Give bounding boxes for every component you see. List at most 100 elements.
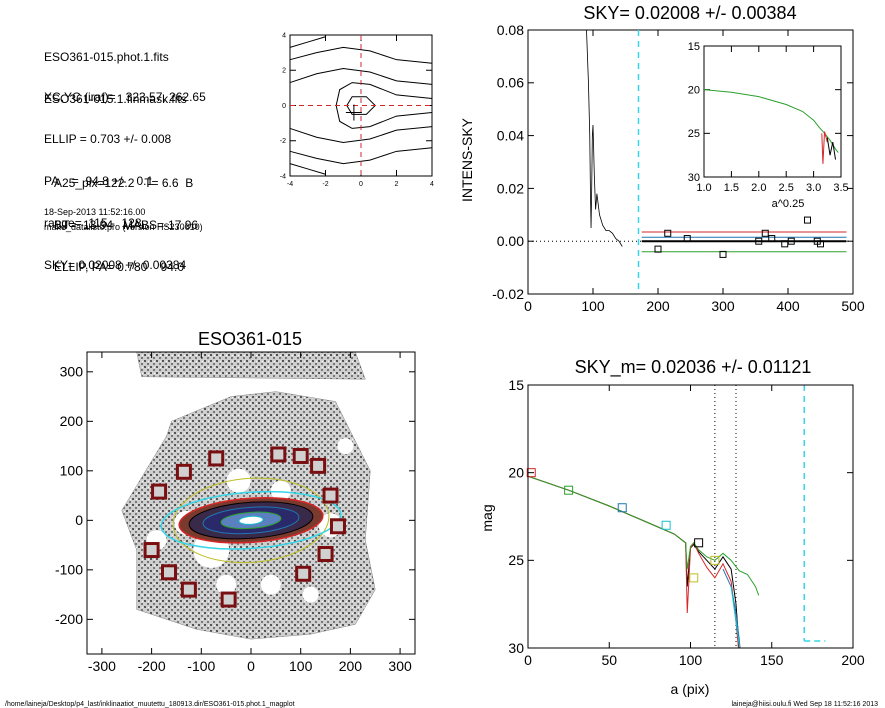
- sky-box: [322, 487, 339, 504]
- mag-series-line: [730, 586, 741, 648]
- sky-box: [151, 483, 168, 500]
- galaxy-axis-ytick-label: 300: [60, 364, 84, 380]
- contour-line: [289, 46, 433, 64]
- info-line: ELLIP = 0.703 +/- 0.008: [44, 132, 172, 146]
- inset-frame: [703, 45, 842, 178]
- inset-series-line: [703, 89, 839, 153]
- sky-box: [208, 450, 225, 467]
- info-line: ELLIP, PA= 0.780 94.0: [54, 260, 184, 274]
- info-filenames: ESO361-015.phot.1.fits ESO361-015.1.finm…: [44, 22, 187, 120]
- info-date: 18-Sep-2013 11:52:16.00: [44, 207, 146, 217]
- mag-profile-axis-ytick-label: 30: [508, 640, 524, 656]
- info-line: SKY= 0.02008 +/- 0.00384: [44, 258, 187, 272]
- contour-line: [335, 82, 433, 106]
- mag-profile-ylabel: mag: [479, 504, 495, 531]
- mag-profile-axis-ytick-label: 20: [508, 465, 524, 481]
- sky-point-square: [787, 237, 795, 245]
- contour-axis-xtick-label: 0: [359, 181, 363, 188]
- sky-profile-axis-xtick-label: 100: [581, 298, 605, 314]
- galaxy-axis-xtick-label: 200: [339, 658, 363, 674]
- mag-profile-axis-ytick-label: 15: [508, 377, 524, 393]
- inset-series-line: [821, 131, 828, 164]
- sky-profile-axis-ytick-label: 0.04: [497, 128, 524, 144]
- info-line: XC,YC (iraf)= 323.57, 262.65: [44, 90, 206, 104]
- galaxy-axis-ytick-label: -200: [55, 611, 83, 627]
- galaxy-nucleus: [238, 515, 264, 525]
- mag-profile-axis-xtick-label: 150: [760, 652, 784, 668]
- galaxy-axis-xtick-label: -200: [138, 658, 166, 674]
- inset-axis-ytick-label: 15: [688, 41, 700, 53]
- info-line: ESO361-015.1.finmask.fits: [44, 92, 187, 106]
- sky-box: [317, 545, 334, 562]
- isophote-ellipse: [160, 490, 342, 550]
- contour-line: [289, 126, 433, 144]
- mag-series-group: [528, 385, 826, 648]
- sky-box: [329, 518, 346, 535]
- mag-series-line: [528, 475, 760, 596]
- galaxy-axis-ytick-label: 100: [60, 463, 84, 479]
- info-line: ESO361-015.phot.1.fits: [44, 50, 169, 64]
- footer-right: laineja@hiisi.oulu.fi Wed Sep 18 11:52:1…: [731, 701, 878, 708]
- mask-blob: [216, 574, 237, 595]
- mag-marker-square: [694, 538, 704, 548]
- mag-marker-square: [710, 555, 720, 565]
- sky-profile-axis-xtick-label: 400: [776, 298, 800, 314]
- sky-box: [220, 591, 237, 608]
- mask-blob: [337, 438, 354, 455]
- sky-point-square: [817, 240, 824, 248]
- mask-blob: [302, 586, 319, 603]
- sky-point-square: [664, 229, 672, 237]
- info-line: PA = 94.8 +/- 0.1: [44, 174, 154, 188]
- mag-series-line: [528, 475, 739, 648]
- galaxy-image-strip: [136, 352, 366, 380]
- galaxy-axis-ytick-label: -100: [55, 562, 83, 578]
- sky-point-square: [755, 237, 763, 245]
- info-parameters: XC,YC (iraf)= 323.57, 262.65 ELLIP = 0.7…: [44, 62, 206, 286]
- mag-profile-axis-xtick-label: 0: [524, 652, 532, 668]
- inset-axis-ytick-label: 20: [688, 85, 700, 97]
- mag-marker-square: [661, 520, 671, 530]
- sky-box: [143, 542, 160, 559]
- inset-axis-xtick-label: 1.0: [696, 182, 711, 194]
- inset-axis-xtick-label: 1.5: [724, 182, 739, 194]
- inset-axis-xtick-label: 3.5: [833, 182, 848, 194]
- sky-profile-axis-xtick-label: 300: [711, 298, 735, 314]
- footer-left: /home/laineja/Desktop/p4_last/inklinaati…: [5, 701, 295, 708]
- galaxy-axis-xtick-label: 300: [388, 658, 412, 674]
- galaxy-axis-ytick-label: 200: [60, 413, 84, 429]
- sky-profile-axis-ytick-label: -0.02: [492, 286, 524, 302]
- mask-blob: [260, 574, 281, 595]
- sky-box: [161, 564, 177, 581]
- contour-axis-xtick-label: -2: [322, 181, 328, 188]
- contour-line: [289, 67, 433, 85]
- sky-profile-axis-xtick-label: 200: [646, 298, 670, 314]
- sky-profile-axis-ytick-label: 0.08: [497, 22, 524, 38]
- sky-box: [270, 446, 287, 463]
- inset-axis-xtick-label: 2.0: [751, 182, 766, 194]
- info-line: range= 115.- 128.: [44, 216, 145, 230]
- mag-profile-axis-xtick-label: 100: [679, 652, 703, 668]
- sky-profile-frame: [527, 29, 854, 295]
- sky-profile-curve: [586, 29, 623, 247]
- sky-box: [180, 581, 197, 598]
- mask-blob: [226, 468, 251, 493]
- info-program: make_datalist0.pro (version HS230610): [44, 222, 203, 232]
- mag-profile-xlabel: a (pix): [671, 681, 710, 697]
- sky-box: [310, 457, 327, 474]
- inset-axis-ytick-label: 30: [688, 172, 700, 184]
- contour-line: [335, 105, 433, 129]
- sky-profile-title: SKY= 0.02008 +/- 0.00384: [583, 3, 796, 23]
- sky-point-square: [683, 235, 691, 243]
- galaxy-axis-xtick-label: 100: [289, 658, 313, 674]
- sky-profile-axis-ytick-label: 0.06: [497, 75, 524, 91]
- mag-profile-axis-ytick-label: 25: [508, 552, 524, 568]
- sky-profile-ylabel: INTENS-SKY: [459, 117, 475, 202]
- contour-axis-xtick-label: 2: [395, 181, 399, 188]
- mag-marker-square: [689, 573, 699, 583]
- mag-marker-square: [526, 468, 536, 478]
- sky-box: [295, 565, 312, 582]
- contour-axis-xtick-label: 4: [430, 181, 434, 188]
- contour-line: [289, 36, 326, 48]
- mag-profile-axis-xtick-label: 50: [601, 652, 617, 668]
